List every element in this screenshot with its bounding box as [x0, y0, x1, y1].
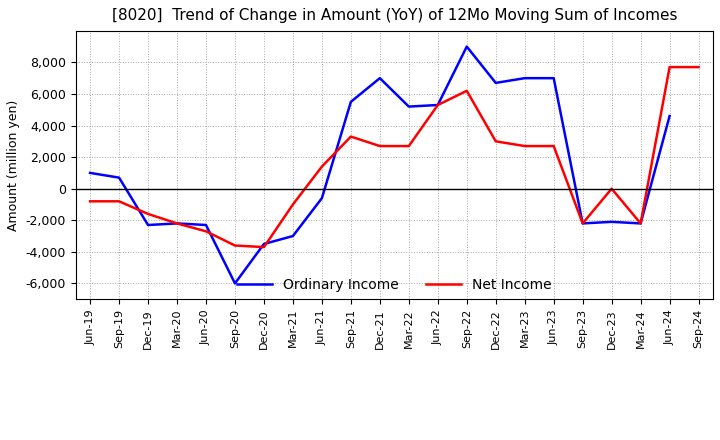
Legend: Ordinary Income, Net Income: Ordinary Income, Net Income: [231, 272, 557, 297]
Net Income: [86, 199, 94, 204]
Ordinary Income: [578, 221, 587, 226]
Ordinary Income: [260, 241, 269, 246]
Ordinary Income: [636, 221, 645, 226]
Ordinary Income: [86, 170, 94, 176]
Ordinary Income: [665, 114, 674, 119]
Net Income: [521, 143, 529, 149]
Line: Net Income: Net Income: [90, 67, 698, 247]
Ordinary Income: [318, 195, 326, 201]
Ordinary Income: [433, 103, 442, 108]
Net Income: [260, 245, 269, 250]
Ordinary Income: [144, 222, 153, 227]
Net Income: [114, 199, 123, 204]
Y-axis label: Amount (million yen): Amount (million yen): [7, 99, 20, 231]
Net Income: [433, 103, 442, 108]
Net Income: [173, 221, 181, 226]
Ordinary Income: [521, 76, 529, 81]
Net Income: [492, 139, 500, 144]
Net Income: [578, 221, 587, 226]
Ordinary Income: [202, 222, 210, 227]
Net Income: [405, 143, 413, 149]
Net Income: [694, 65, 703, 70]
Net Income: [549, 143, 558, 149]
Net Income: [462, 88, 471, 93]
Net Income: [346, 134, 355, 139]
Ordinary Income: [608, 219, 616, 224]
Net Income: [636, 221, 645, 226]
Ordinary Income: [346, 99, 355, 104]
Ordinary Income: [376, 76, 384, 81]
Net Income: [144, 211, 153, 216]
Ordinary Income: [492, 80, 500, 85]
Net Income: [608, 186, 616, 191]
Net Income: [230, 243, 239, 248]
Ordinary Income: [114, 175, 123, 180]
Ordinary Income: [405, 104, 413, 109]
Title: [8020]  Trend of Change in Amount (YoY) of 12Mo Moving Sum of Incomes: [8020] Trend of Change in Amount (YoY) o…: [112, 7, 677, 23]
Ordinary Income: [173, 221, 181, 226]
Net Income: [202, 229, 210, 234]
Net Income: [318, 164, 326, 169]
Ordinary Income: [549, 76, 558, 81]
Net Income: [289, 202, 297, 207]
Net Income: [665, 65, 674, 70]
Net Income: [376, 143, 384, 149]
Line: Ordinary Income: Ordinary Income: [90, 47, 670, 283]
Ordinary Income: [289, 233, 297, 238]
Ordinary Income: [462, 44, 471, 49]
Ordinary Income: [230, 281, 239, 286]
